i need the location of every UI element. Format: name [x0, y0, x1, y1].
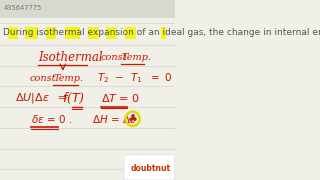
Text: Temp.: Temp. — [121, 53, 151, 62]
Bar — [162, 27, 166, 39]
Text: const: const — [100, 53, 127, 62]
Bar — [8, 27, 18, 39]
Text: $\Delta H$ = $\Delta\varepsilon$: $\Delta H$ = $\Delta\varepsilon$ — [92, 113, 136, 125]
Text: $T_2$  $-$  $T_1$  $=$ 0: $T_2$ $-$ $T_1$ $=$ 0 — [97, 71, 172, 85]
Text: $\delta\varepsilon$ = 0 .: $\delta\varepsilon$ = 0 . — [30, 113, 72, 125]
Bar — [65, 27, 80, 39]
Text: $\clubsuit$: $\clubsuit$ — [127, 113, 138, 124]
FancyBboxPatch shape — [124, 155, 174, 180]
Text: Temp.: Temp. — [53, 74, 83, 83]
Bar — [125, 27, 136, 39]
Text: During isothermal expansion of an ideal gas, the change in internal energy is __: During isothermal expansion of an ideal … — [4, 28, 320, 37]
Bar — [0, 0, 174, 18]
Text: Isothermal: Isothermal — [38, 51, 103, 64]
Text: $\Delta T$ = 0: $\Delta T$ = 0 — [101, 92, 140, 104]
Text: const: const — [30, 74, 56, 83]
Bar — [25, 27, 38, 39]
Text: $\Delta U|\Delta\varepsilon$  $\Rightarrow$: $\Delta U|\Delta\varepsilon$ $\Rightarro… — [15, 91, 68, 105]
Bar — [88, 27, 100, 39]
Text: doubtnut: doubtnut — [131, 164, 171, 173]
Bar — [46, 27, 56, 39]
Text: 435647775: 435647775 — [4, 5, 42, 11]
Text: $f$($T$): $f$($T$) — [62, 91, 85, 106]
Bar — [106, 27, 117, 39]
